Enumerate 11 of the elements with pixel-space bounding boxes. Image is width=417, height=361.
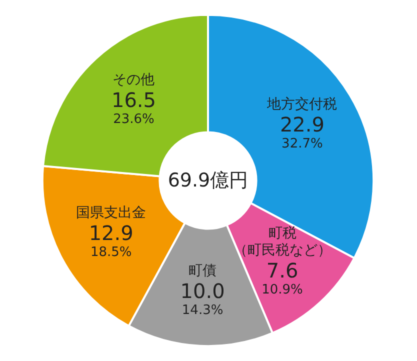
data-label: 16.5 23.6% (111, 88, 156, 127)
data-label: 12.9 18.5% (88, 220, 134, 260)
slice-label: 町税（町民税など） (233, 226, 332, 259)
slice-label: 地方交付税 (266, 96, 338, 112)
slice-label: その他 (112, 72, 155, 88)
slice-label: 国県支出金 (76, 204, 146, 221)
data-label: 10.0 14.3% (180, 278, 225, 318)
slice-label: 町債 (188, 262, 217, 279)
text: 69.9億円 (168, 170, 248, 192)
data-label: 22.9 32.7% (280, 112, 324, 152)
data-label: 7.6 10.9% (262, 258, 303, 298)
